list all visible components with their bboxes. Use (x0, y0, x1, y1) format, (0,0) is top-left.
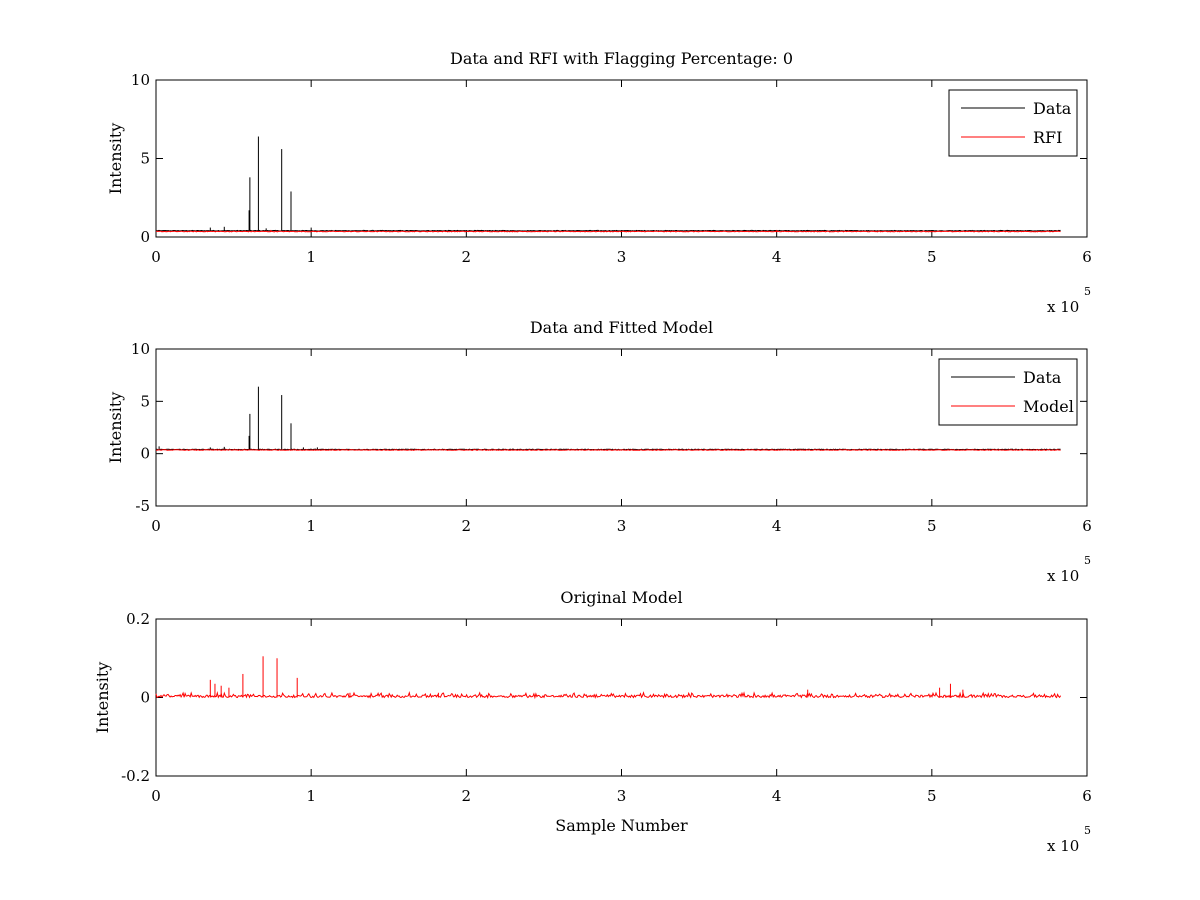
x-tick-label: 0 (151, 787, 161, 805)
x-tick-label: 2 (462, 517, 472, 535)
y-axis-label: Intensity (106, 123, 125, 195)
x-tick-label: 5 (927, 787, 937, 805)
x-tick-label: 6 (1082, 517, 1092, 535)
y-tick-label: 10 (131, 71, 150, 89)
x-tick-label: 1 (306, 787, 316, 805)
x-multiplier-exponent: 5 (1084, 824, 1091, 837)
x-tick-label: 0 (151, 248, 161, 266)
y-tick-label: 0 (140, 228, 150, 246)
x-tick-label: 6 (1082, 787, 1092, 805)
x-multiplier: x 10 (1047, 837, 1079, 855)
legend-label: Model (1023, 397, 1074, 416)
x-tick-label: 0 (151, 517, 161, 535)
x-tick-label: 5 (927, 248, 937, 266)
y-tick-label: -5 (135, 497, 150, 515)
axes-frame (155, 79, 1088, 238)
x-axis-label: Sample Number (555, 816, 688, 835)
x-tick-label: 3 (617, 248, 627, 266)
y-tick-label: 0.2 (126, 610, 150, 628)
chart-title: Data and Fitted Model (530, 318, 713, 337)
x-tick-label: 4 (772, 248, 782, 266)
x-multiplier-exponent: 5 (1084, 285, 1091, 298)
x-tick-label: 2 (462, 248, 472, 266)
x-tick-label: 1 (306, 517, 316, 535)
series-line-model (155, 690, 1062, 700)
x-multiplier-exponent: 5 (1084, 554, 1091, 567)
x-tick-label: 1 (306, 248, 316, 266)
y-axis-label: Intensity (106, 392, 125, 464)
axes-frame (155, 348, 1088, 507)
y-tick-label: -0.2 (121, 767, 150, 785)
x-tick-label: 2 (462, 787, 472, 805)
y-axis-label: Intensity (93, 662, 112, 734)
series-line-rfi (155, 230, 1061, 233)
y-tick-label: 0 (140, 445, 150, 463)
x-tick-label: 4 (772, 787, 782, 805)
y-tick-label: 5 (140, 150, 150, 168)
x-tick-label: 6 (1082, 248, 1092, 266)
legend-label: Data (1023, 368, 1062, 387)
series-line-model (155, 449, 1061, 451)
chart-title: Data and RFI with Flagging Percentage: 0 (450, 49, 793, 68)
x-tick-label: 3 (617, 517, 627, 535)
legend-label: RFI (1033, 128, 1062, 147)
legend-box (938, 358, 1078, 426)
x-tick-label: 4 (772, 517, 782, 535)
y-tick-label: 5 (140, 392, 150, 410)
y-tick-label: 10 (131, 340, 150, 358)
x-multiplier: x 10 (1047, 567, 1079, 585)
x-tick-label: 5 (927, 517, 937, 535)
x-multiplier: x 10 (1047, 298, 1079, 316)
chart-title: Original Model (560, 588, 682, 607)
legend-box (948, 89, 1078, 157)
axes-frame (155, 618, 1088, 777)
x-tick-label: 3 (617, 787, 627, 805)
y-tick-label: 0 (140, 689, 150, 707)
legend-label: Data (1033, 99, 1072, 118)
